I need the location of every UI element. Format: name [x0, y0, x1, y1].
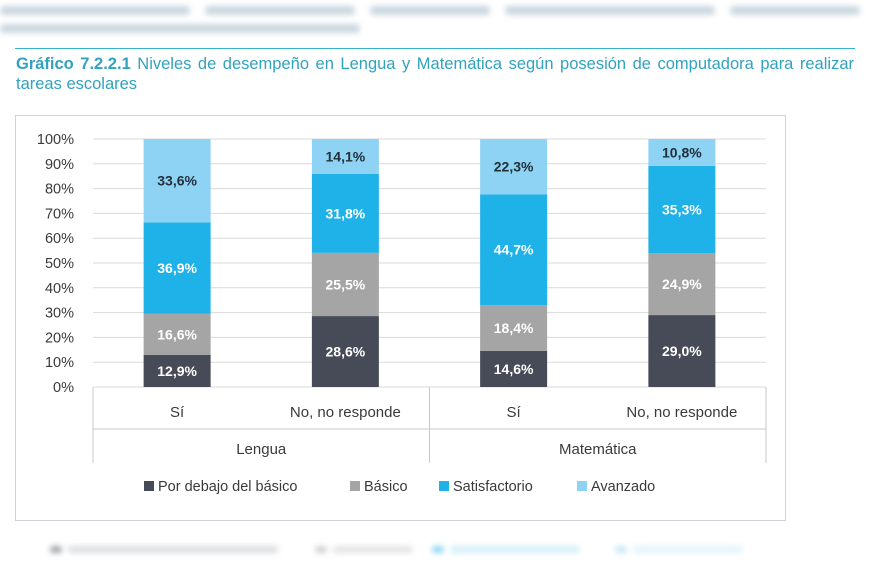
bar-segment: [480, 305, 548, 351]
blurred-footer-legend: [40, 540, 760, 560]
bar-segment: [648, 253, 716, 316]
x-category-label: No, no responde: [626, 404, 737, 421]
y-tick-label: 30%: [45, 306, 74, 322]
y-tick-label: 20%: [45, 330, 74, 346]
data-label: 24,9%: [662, 276, 702, 292]
bar-segment: [143, 222, 211, 314]
legend-swatch: [439, 481, 449, 491]
y-tick-label: 60%: [45, 231, 74, 247]
legend-label: Avanzado: [591, 479, 655, 495]
data-label: 44,7%: [494, 242, 534, 258]
figure-label: Gráfico 7.2.2.1: [16, 55, 131, 73]
bar-segment: [648, 165, 716, 254]
legend-swatch: [350, 481, 360, 491]
caption-rule: [15, 48, 855, 49]
y-tick-label: 40%: [45, 281, 74, 297]
x-category-label: No, no responde: [290, 404, 401, 421]
stacked-bar-chart: 0% 10% 20% 30% 40% 50% 60% 70% 80% 90% 100% 12,9% 16…: [37, 132, 767, 495]
data-label: 28,6%: [326, 344, 366, 360]
data-label: 29,0%: [662, 343, 702, 359]
x-category-label: Sí: [170, 404, 185, 421]
legend-label: Básico: [364, 479, 408, 495]
legend-swatch: [144, 481, 154, 491]
bar-segment: [480, 139, 548, 195]
y-tick-label: 70%: [45, 206, 74, 222]
bar-segment: [311, 173, 379, 253]
data-label: 31,8%: [326, 205, 366, 221]
y-tick-label: 100%: [37, 132, 74, 148]
legend-swatch: [577, 481, 587, 491]
y-tick-label: 0%: [53, 380, 74, 396]
data-label: 16,6%: [157, 326, 197, 342]
data-label: 35,3%: [662, 202, 702, 218]
bar-segment: [143, 313, 211, 356]
bar-segment: [480, 350, 548, 387]
data-label: 36,9%: [157, 260, 197, 276]
data-label: 33,6%: [157, 173, 197, 189]
legend-label: Por debajo del básico: [158, 479, 297, 495]
bar-segment: [480, 194, 548, 306]
x-group-label: Lengua: [236, 441, 287, 458]
bar-segment: [311, 316, 379, 387]
y-tick-label: 50%: [45, 256, 74, 272]
data-label: 14,6%: [494, 361, 534, 377]
y-tick-label: 10%: [45, 355, 74, 371]
x-category-label: Sí: [507, 404, 522, 421]
bar-segment: [143, 139, 211, 223]
figure-caption: Gráfico 7.2.2.1 Niveles de desempeño en …: [16, 54, 854, 94]
data-label: 18,4%: [494, 320, 534, 336]
x-group-label: Matemática: [559, 441, 637, 458]
y-tick-label: 90%: [45, 157, 74, 173]
data-label: 25,5%: [326, 276, 366, 292]
bar-segment: [311, 139, 379, 174]
chart-frame: 0% 10% 20% 30% 40% 50% 60% 70% 80% 90% 100% 12,9% 16…: [15, 115, 786, 521]
data-label: 22,3%: [494, 159, 534, 175]
legend-label: Satisfactorio: [453, 479, 533, 495]
bar-segment: [648, 315, 716, 387]
figure-title: Niveles de desempeño en Lengua y Matemát…: [16, 55, 854, 93]
data-label: 12,9%: [157, 363, 197, 379]
y-tick-label: 80%: [45, 182, 74, 198]
data-label: 14,1%: [326, 148, 366, 164]
bar-segment: [311, 252, 379, 317]
bar-segment: [648, 139, 716, 166]
data-label: 10,8%: [662, 144, 702, 160]
bar-segment: [143, 355, 211, 387]
blurred-header-text: [0, 0, 870, 40]
